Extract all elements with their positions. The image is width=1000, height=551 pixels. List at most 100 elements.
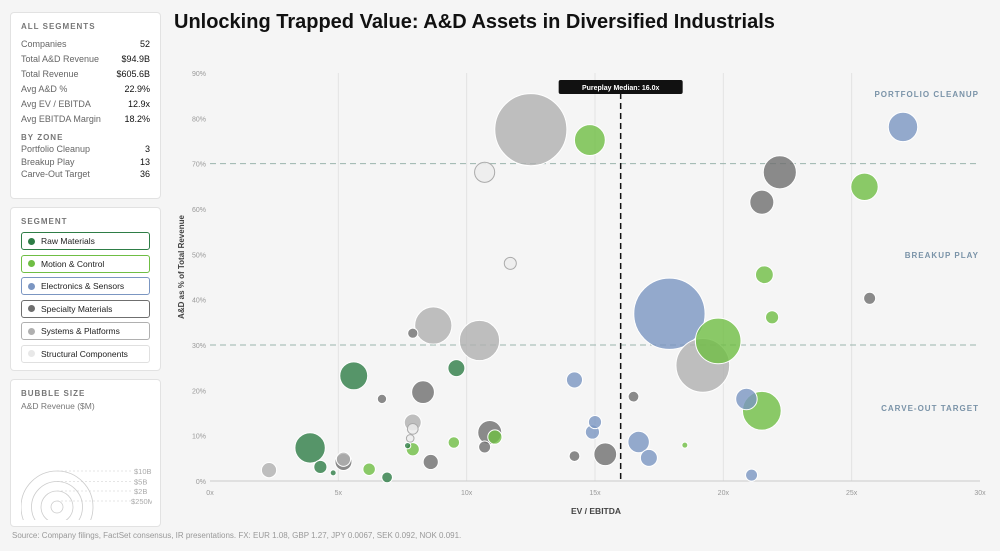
y-tick-label: 70% <box>192 162 206 169</box>
bubble-specialty-materials <box>478 440 492 454</box>
bubble-specialty-materials <box>762 155 797 190</box>
bubble-structural-components <box>406 422 419 435</box>
bubble-systems-platforms <box>494 93 568 167</box>
bubble-specialty-materials <box>863 291 877 305</box>
bubble-electronics-sensors <box>639 448 658 467</box>
stat-row: Avg A&D % 22.9% <box>21 82 150 97</box>
y-tick-label: 20% <box>192 388 206 395</box>
bubble-specialty-materials <box>627 390 640 403</box>
bubble-chart: 0x 5x 10x 15x 20x 25x 30x 0% 10% 20% 30% 40% 50% 60% 7… <box>177 71 986 516</box>
bubble-size-legend: $10B $5B $2B $250M <box>21 467 152 520</box>
bubble-electronics-sensors <box>745 468 759 482</box>
y-tick-label: 30% <box>192 343 206 350</box>
bubble-motion-control <box>573 124 606 157</box>
zone-label: Carve-Out Target <box>21 169 90 179</box>
y-tick-label: 80% <box>192 116 206 123</box>
bubble-raw-materials <box>339 361 369 391</box>
bubble-structural-components <box>503 256 517 270</box>
segment-label: Specialty Materials <box>41 303 113 314</box>
bubble-size-subtitle: A&D Revenue ($M) <box>21 401 95 411</box>
zone-count: 3 <box>144 144 150 154</box>
bubble-motion-control <box>362 462 376 476</box>
stat-label: Avg EV / EBITDA <box>21 99 91 109</box>
zone-row: Breakup Play 13 <box>21 156 150 169</box>
bubble-motion-control <box>681 441 689 449</box>
bubble-structural-components <box>474 161 496 183</box>
legend-label-10b: $10B <box>134 467 152 476</box>
zone-count: 36 <box>139 169 150 179</box>
stat-label: Avg A&D % <box>21 84 68 94</box>
stat-label: Total Revenue <box>21 69 79 79</box>
segment-filter-raw-materials[interactable]: Raw Materials <box>21 232 150 250</box>
y-tick-label: 10% <box>192 434 206 441</box>
zone-label: Breakup Play <box>21 156 75 167</box>
stat-row: Avg EBITDA Margin 18.2% <box>21 112 150 127</box>
stat-label: Companies <box>21 39 67 49</box>
bubble-specialty-materials <box>568 450 581 462</box>
zone-label: BREAKUP PLAY <box>905 251 979 260</box>
bubble-systems-platforms <box>414 306 453 345</box>
y-tick-label: 50% <box>192 252 206 259</box>
x-tick-label: 5x <box>335 490 343 497</box>
zone-label: PORTFOLIO CLEANUP <box>874 90 979 99</box>
bubble-electronics-sensors <box>587 414 603 430</box>
segment-color-dot <box>28 260 35 267</box>
segment-filter-specialty-materials[interactable]: Specialty Materials <box>21 299 150 318</box>
segment-panel: SEGMENT Raw Materials Motion & Control Ele… <box>10 207 161 371</box>
zone-heading: BY ZONE <box>21 133 64 142</box>
bubble-specialty-materials <box>593 442 618 467</box>
segment-color-dot <box>28 305 35 312</box>
bubble-motion-control <box>694 317 742 365</box>
stat-row: Total A&D Revenue $94.9B <box>21 52 150 67</box>
legend-label-2b: $2B <box>134 487 147 496</box>
x-tick-label: 10x <box>461 490 473 497</box>
bubble-structural-components <box>405 434 415 443</box>
stats-heading: ALL SEGMENTS <box>21 22 96 31</box>
segment-color-dot <box>28 237 35 245</box>
zone-count: 13 <box>139 156 150 167</box>
bubble-electronics-sensors <box>565 371 584 389</box>
stat-value: $94.9B <box>121 54 150 64</box>
bubble-raw-materials <box>447 359 466 378</box>
zone-row: Carve-Out Target 36 <box>21 168 150 181</box>
stat-value: 18.2% <box>124 114 150 124</box>
stat-row: Total Revenue $605.6B <box>21 67 150 82</box>
x-tick-label: 20x <box>718 490 730 497</box>
y-tick-label: 60% <box>192 207 206 214</box>
stat-value: 12.9x <box>127 99 150 109</box>
bubble-systems-platforms <box>260 462 278 479</box>
bubble-raw-materials <box>381 471 393 484</box>
bubble-specialty-materials <box>411 380 435 405</box>
y-tick-label: 90% <box>192 71 206 78</box>
y-axis-label: A&D as % of Total Revenue <box>177 215 186 319</box>
segment-filter-electronics-sensors[interactable]: Electronics & Sensors <box>21 277 150 295</box>
stat-label: Total A&D Revenue <box>21 54 100 64</box>
bubble-motion-control <box>487 429 503 445</box>
legend-label-250m: $250M <box>131 497 152 506</box>
stat-row: Avg EV / EBITDA 12.9x <box>21 97 150 112</box>
segment-heading: SEGMENT <box>21 217 68 226</box>
segment-filter-structural-components[interactable]: Structural Components <box>21 344 150 363</box>
segment-label: Motion & Control <box>41 258 105 269</box>
stat-value: $605.6B <box>116 69 150 79</box>
segment-label: Systems & Platforms <box>41 326 120 336</box>
bubble-specialty-materials <box>376 393 388 405</box>
bubble-specialty-materials <box>407 327 419 339</box>
bubble-motion-control <box>447 436 461 449</box>
x-tick-label: 0x <box>206 490 214 497</box>
source-note: Source: Company filings, FactSet consens… <box>12 531 462 540</box>
bubble-size-heading: BUBBLE SIZE <box>21 389 86 398</box>
x-tick-label: 15x <box>589 490 601 497</box>
legend-label-5b: $5B <box>134 478 147 487</box>
page-title: Unlocking Trapped Value: A&D Assets in D… <box>174 11 775 33</box>
segment-color-dot <box>28 282 35 290</box>
segment-filter-motion-control[interactable]: Motion & Control <box>21 254 150 273</box>
zone-row: Portfolio Cleanup 3 <box>21 143 150 156</box>
bubble-raw-materials <box>294 432 326 464</box>
bubble-size-panel: BUBBLE SIZE A&D Revenue ($M) $10B $5B $2… <box>10 379 161 527</box>
bubble-electronics-sensors <box>633 277 706 350</box>
bubble-electronics-sensors <box>887 111 919 143</box>
segment-filter-systems-platforms[interactable]: Systems & Platforms <box>21 322 150 340</box>
segment-label: Raw Materials <box>41 236 95 246</box>
bubble-raw-materials <box>403 441 412 450</box>
